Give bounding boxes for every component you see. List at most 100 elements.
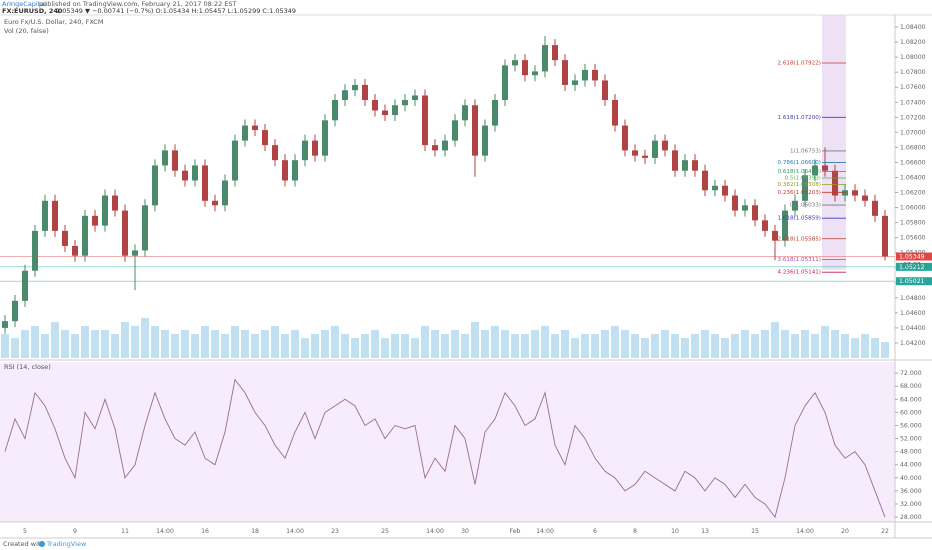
volume-bar	[881, 342, 889, 358]
candle-body	[342, 90, 348, 100]
candle-body	[132, 250, 138, 256]
candle-body	[472, 105, 478, 156]
candle-body	[352, 84, 358, 91]
candle-body	[172, 150, 178, 171]
volume-bar	[341, 334, 349, 358]
volume-bar	[711, 334, 719, 358]
y-tick-label: 1.04600	[900, 310, 926, 317]
candle-body	[862, 195, 868, 201]
candle-body	[192, 165, 198, 181]
candle-body	[272, 145, 278, 161]
x-tick-label: 10	[671, 528, 679, 535]
volume-bar	[481, 330, 489, 358]
y-tick-label: 1.08400	[900, 24, 926, 31]
candle-body	[772, 230, 778, 241]
candle-body	[232, 140, 238, 181]
volume-bar	[51, 322, 59, 358]
volume-bar	[101, 330, 109, 358]
volume-bar	[501, 330, 509, 358]
y-tick-label: 36.000	[900, 488, 922, 495]
footer-brand[interactable]: TradingView	[46, 540, 87, 548]
fib-label: 0.382(1.06308)	[777, 182, 821, 188]
volume-bar	[821, 326, 829, 358]
volume-bar	[771, 322, 779, 358]
y-tick-label: 32.000	[900, 501, 922, 508]
candle-body	[632, 150, 638, 156]
volume-bar	[541, 326, 549, 358]
candle-body	[692, 160, 698, 171]
candle-body	[722, 185, 728, 196]
candle-body	[182, 170, 188, 181]
volume-bar	[181, 330, 189, 358]
y-tick-label: 1.04200	[900, 340, 926, 347]
y-tick-label: 1.06000	[900, 205, 926, 212]
candle-body	[392, 105, 398, 116]
rsi-line	[4, 378, 886, 519]
volume-bar	[671, 334, 679, 358]
volume-bar	[331, 326, 339, 358]
volume-bar	[851, 338, 859, 358]
y-tick-label: 1.07000	[900, 129, 926, 136]
volume-bar	[561, 330, 569, 358]
volume-bar	[361, 334, 369, 358]
candle-body	[372, 99, 378, 111]
volume-bar	[801, 330, 809, 358]
candle-body	[2, 321, 8, 328]
x-tick-label: 14:00	[156, 528, 174, 535]
y-tick-label: 64.000	[900, 396, 922, 403]
volume-bar	[221, 334, 229, 358]
candle-body	[162, 150, 168, 166]
volume-bar	[611, 326, 619, 358]
candle-body	[522, 60, 528, 76]
x-tick-label: 6	[593, 528, 597, 535]
price-tag	[896, 252, 932, 261]
x-tick-label: 13	[701, 528, 709, 535]
volume-bar	[21, 330, 29, 358]
volume-bar	[1, 334, 9, 358]
y-tick-label: 1.07200	[900, 114, 926, 121]
candle-body	[332, 99, 338, 121]
volume-bar	[191, 334, 199, 358]
candle-body	[62, 230, 68, 246]
candle-body	[882, 215, 888, 257]
volume-bar	[781, 330, 789, 358]
candle-body	[462, 105, 468, 121]
candle-body	[302, 140, 308, 161]
price-tag	[896, 262, 932, 271]
x-tick-label: 18	[251, 528, 259, 535]
x-tick-label: 25	[381, 528, 389, 535]
countdown: 37:23	[903, 262, 921, 269]
candle-body	[202, 165, 208, 201]
volume-bar	[231, 326, 239, 358]
candle-body	[782, 210, 788, 241]
volume-bar	[261, 330, 269, 358]
y-tick-label: 1.07600	[900, 84, 926, 91]
y-tick-label: 68.000	[900, 383, 922, 390]
candle-body	[542, 45, 548, 72]
y-tick-label: 40.000	[900, 475, 922, 482]
candle-body	[592, 69, 598, 81]
x-tick-label: 30	[461, 528, 469, 535]
candle-body	[662, 140, 668, 151]
candle-body	[452, 120, 458, 141]
candle-body	[152, 165, 158, 206]
series-title: Euro Fx/U.S. Dollar, 240, FXCM	[4, 18, 103, 26]
y-tick-label: 1.06200	[900, 190, 926, 197]
quote: 1.05349 ▼ −0.00741 (−0.7%) O:1.05434 H:1…	[56, 7, 296, 15]
y-tick-label: 60.000	[900, 409, 922, 416]
x-tick-label: 11	[121, 528, 129, 535]
author[interactable]: ArIngeCapital	[2, 0, 46, 8]
volume-bar	[81, 326, 89, 358]
volume-bar	[171, 334, 179, 358]
x-tick-label: 14:00	[536, 528, 554, 535]
y-tick-label: 56.000	[900, 422, 922, 429]
fib-label: 1.618(1.05859)	[777, 216, 821, 222]
volume-bar	[701, 330, 709, 358]
volume-title: Vol (20, false)	[4, 27, 49, 35]
candle-body	[82, 215, 88, 256]
candle-body	[792, 200, 798, 211]
volume-bar	[401, 334, 409, 358]
candle-body	[252, 125, 258, 131]
